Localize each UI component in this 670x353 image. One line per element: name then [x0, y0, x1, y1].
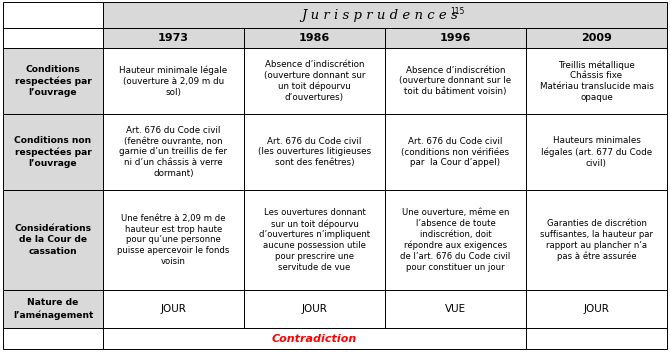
Text: Treillis métallique
Châssis fixe
Matériau translucide mais
opaque: Treillis métallique Châssis fixe Maté… — [539, 60, 653, 102]
Bar — [103, 28, 244, 48]
Bar — [244, 114, 385, 190]
Bar — [3, 114, 103, 190]
Bar — [385, 190, 526, 290]
Bar — [244, 28, 385, 48]
Bar — [526, 190, 667, 290]
Bar — [385, 290, 526, 328]
Text: Contradiction: Contradiction — [272, 334, 357, 343]
Text: Absence d’indiscrétion
(ouverture donnant sur le
toit du bâtiment voisin): Absence d’indiscrétion (ouverture donna… — [399, 66, 512, 96]
Bar — [244, 190, 385, 290]
Text: Les ouvertures donnant
sur un toit dépourvu
d’ouvertures n’impliquent
aucune po: Les ouvertures donnant sur un toit dépo… — [259, 208, 370, 272]
Text: Hauteurs minimales
légales (art. 677 du Code
civil): Hauteurs minimales légales (art. 677 du… — [541, 137, 652, 168]
Text: VUE: VUE — [445, 304, 466, 314]
Text: 1986: 1986 — [299, 33, 330, 43]
Bar — [3, 290, 103, 328]
Text: Conditions
respectées par
l’ouvrage: Conditions respectées par l’ouvrage — [15, 65, 91, 97]
Text: Art. 676 du Code civil
(les ouvertures litigieuses
sont des fenêtres): Art. 676 du Code civil (les ouvertures l… — [258, 137, 371, 167]
Text: 2009: 2009 — [581, 33, 612, 43]
Bar — [3, 2, 103, 28]
Bar — [526, 28, 667, 48]
Bar — [3, 328, 103, 349]
Text: Art. 676 du Code civil
(fenêtre ouvrante, non
garnie d’un treillis de fer
ni d’: Art. 676 du Code civil (fenêtre ouvrant… — [119, 126, 228, 178]
Text: JOUR: JOUR — [161, 304, 186, 314]
Text: Une ouverture, même en
l’absence de toute
indiscrétion, doit
répondre aux exi: Une ouverture, même en l’absence de tou… — [401, 208, 511, 272]
Text: 1996: 1996 — [440, 33, 471, 43]
Bar — [385, 114, 526, 190]
Bar — [103, 2, 667, 28]
Text: 1973: 1973 — [158, 33, 189, 43]
Text: JOUR: JOUR — [302, 304, 328, 314]
Bar — [385, 28, 526, 48]
Bar — [103, 114, 244, 190]
Text: Considérations
de la Cour de
cassation: Considérations de la Cour de cassation — [15, 224, 92, 256]
Bar — [103, 190, 244, 290]
Bar — [244, 290, 385, 328]
Bar — [526, 328, 667, 349]
Text: Hauteur minimale légale
(ouverture à 2,09 m du
sol): Hauteur minimale légale (ouverture à 2,… — [119, 66, 228, 96]
Bar — [3, 48, 103, 114]
Bar — [385, 48, 526, 114]
Text: Art. 676 du Code civil
(conditions non vérifiées
par  la Cour d’appel): Art. 676 du Code civil (conditions non v… — [401, 137, 510, 167]
Text: Conditions non
respectées par
l’ouvrage: Conditions non respectées par l’ouvrage — [15, 136, 92, 168]
Text: JOUR: JOUR — [584, 304, 610, 314]
Text: Absence d’indiscrétion
(ouverture donnant sur
un toit dépourvu
d’ouvertures): Absence d’indiscrétion (ouverture donna… — [264, 60, 365, 102]
Bar — [103, 290, 244, 328]
Text: 115: 115 — [450, 6, 464, 16]
Text: Garanties de discrétion
suffisantes, la hauteur par
rapport au plancher n’a
pas: Garanties de discrétion suffisantes, la… — [540, 219, 653, 261]
Bar — [526, 48, 667, 114]
Bar — [103, 48, 244, 114]
Text: Nature de
l’aménagement: Nature de l’aménagement — [13, 298, 93, 319]
Bar — [244, 48, 385, 114]
Bar — [103, 328, 526, 349]
Bar — [526, 114, 667, 190]
Bar — [526, 290, 667, 328]
Bar — [3, 190, 103, 290]
Text: J u r i s p r u d e n c e s: J u r i s p r u d e n c e s — [302, 8, 458, 22]
Text: Une fenêtre à 2,09 m de
hauteur est trop haute
pour qu’une personne
puisse aper: Une fenêtre à 2,09 m de hauteur est tro… — [117, 214, 230, 266]
Bar — [3, 28, 103, 48]
